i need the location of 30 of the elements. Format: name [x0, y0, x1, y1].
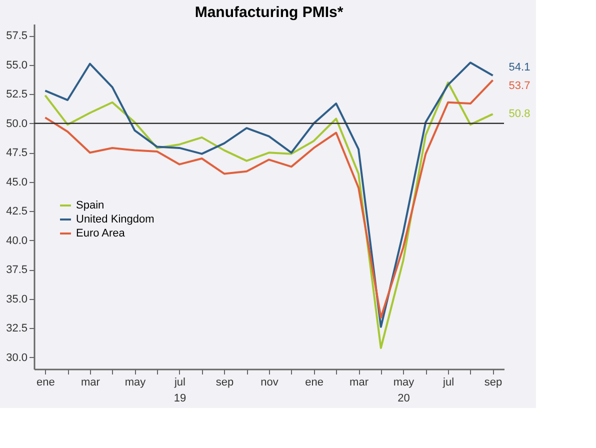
y-tick-label: 40.0 — [6, 234, 28, 247]
x-tick-label: sep — [484, 376, 502, 388]
x-tick-label: nov — [260, 376, 279, 388]
y-tick-label: 42.5 — [6, 206, 28, 218]
x-tick-label: jul 19 — [173, 376, 186, 404]
y-tick-label: 55.0 — [6, 59, 28, 72]
y-tick-label: 30.0 — [6, 352, 28, 364]
x-tick-label: jul — [442, 376, 454, 388]
y-tick-label: 32.5 — [6, 322, 28, 335]
y-tick-label: 47.5 — [6, 147, 28, 160]
legend-label: United Kingdom — [76, 214, 154, 226]
x-tick-label: ene — [305, 376, 324, 388]
legend-label: Spain — [76, 200, 104, 212]
y-tick-label: 35.0 — [6, 293, 28, 306]
y-tick-label: 57.5 — [6, 30, 28, 42]
y-tick-label: 45.0 — [6, 176, 28, 188]
x-tick-label: ene — [36, 376, 55, 388]
y-tick-label: 37.5 — [6, 264, 28, 276]
y-tick-label: 50.0 — [6, 118, 28, 130]
data-label: 53.7 — [508, 80, 530, 92]
y-tick-label: 52.5 — [6, 88, 28, 101]
x-tick-label: sep — [216, 376, 234, 388]
x-tick-label: may 20 — [393, 376, 415, 404]
data-label: 54.1 — [508, 61, 530, 74]
legend-label: Euro Area — [76, 228, 126, 240]
chart-title: Manufacturing PMIs* — [194, 4, 344, 21]
data-label: 50.8 — [508, 108, 530, 120]
x-tick-label: mar — [80, 376, 100, 388]
x-tick-label: may — [124, 376, 146, 388]
x-tick-label: mar — [350, 376, 369, 388]
